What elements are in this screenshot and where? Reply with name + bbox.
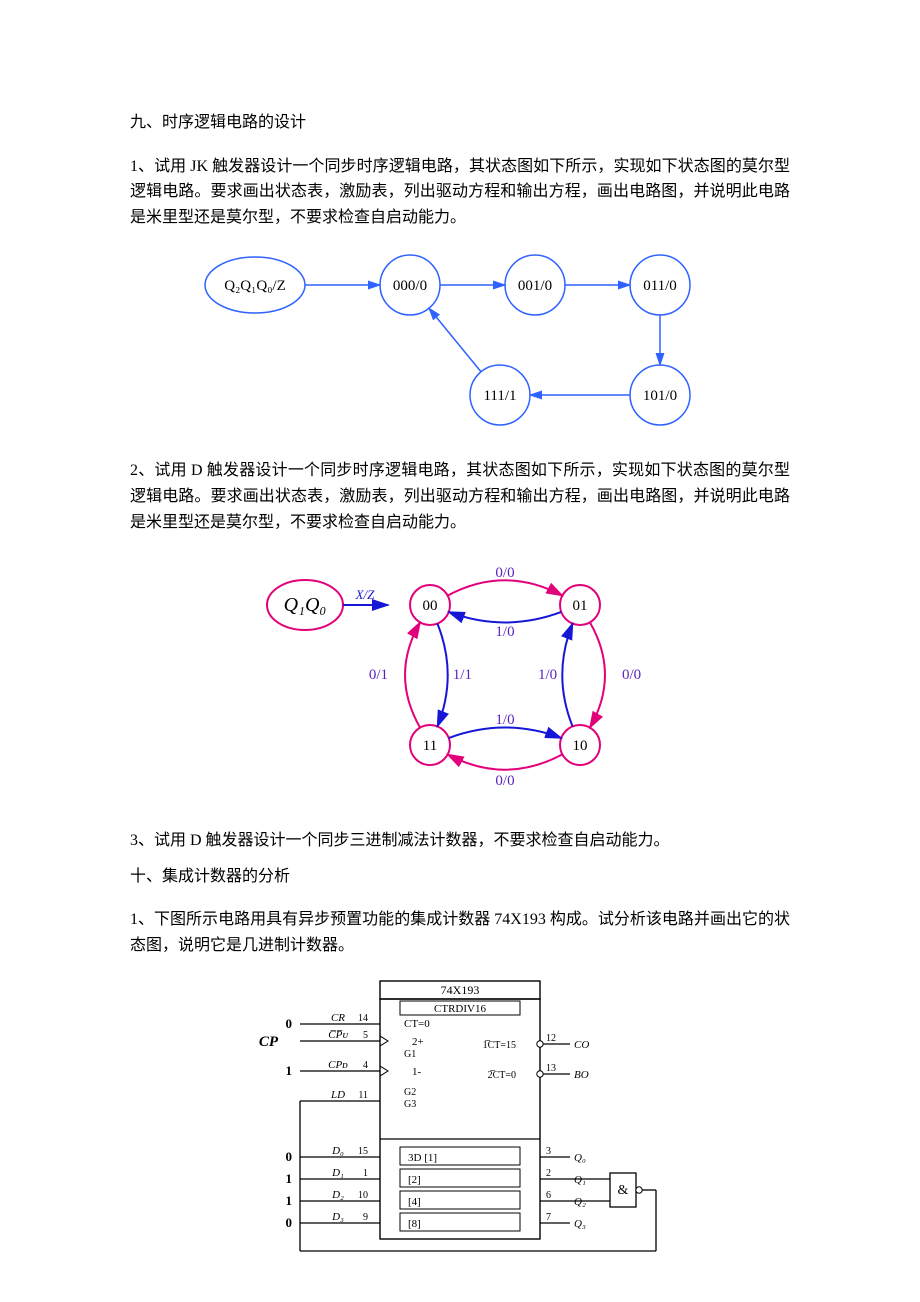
svg-text:[4]: [4] (408, 1196, 421, 1208)
svg-text:2̅CT=0: 2̅CT=0 (488, 1070, 516, 1081)
svg-text:D₁: D₁ (331, 1167, 344, 1179)
svg-text:D₃: D₃ (331, 1211, 344, 1223)
svg-text:000/0: 000/0 (393, 278, 427, 294)
svg-text:3: 3 (546, 1146, 551, 1157)
document-page: 九、时序逻辑电路的设计 1、试用 JK 触发器设计一个同步时序逻辑电路，其状态图… (0, 0, 920, 1302)
svg-text:111/1: 111/1 (483, 388, 516, 404)
svg-text:CTRDIV16: CTRDIV16 (434, 1003, 486, 1015)
svg-text:Q₀: Q₀ (574, 1152, 586, 1164)
svg-text:13: 13 (546, 1063, 556, 1074)
figure-3-ic-diagram: 74X193CTRDIV160CR14C̅P̅ᴜ51CPᴅ4LD11CPCT=0… (130, 969, 790, 1259)
svg-text:CR: CR (331, 1012, 345, 1024)
svg-text:Q₃: Q₃ (574, 1218, 586, 1230)
svg-text:011/0: 011/0 (643, 278, 677, 294)
svg-text:6: 6 (546, 1190, 551, 1201)
svg-text:0/0: 0/0 (622, 667, 641, 683)
svg-text:74X193: 74X193 (441, 983, 480, 997)
svg-text:CPᴅ: CPᴅ (328, 1059, 348, 1071)
svg-text:Q₁Q₀: Q₁Q₀ (284, 594, 327, 616)
svg-text:X/Z: X/Z (355, 587, 376, 602)
svg-text:Q₂Q₁Q₀/Z: Q₂Q₁Q₀/Z (224, 278, 286, 294)
svg-text:LD: LD (330, 1089, 345, 1101)
svg-text:0/0: 0/0 (495, 773, 514, 789)
svg-text:Q₂: Q₂ (574, 1196, 586, 1208)
svg-text:1/0: 1/0 (495, 712, 514, 728)
svg-text:2+: 2+ (412, 1036, 424, 1048)
svg-text:4: 4 (363, 1060, 368, 1071)
svg-text:1: 1 (286, 1171, 293, 1186)
svg-text:10: 10 (573, 738, 588, 754)
svg-text:1: 1 (363, 1168, 368, 1179)
svg-text:11: 11 (358, 1090, 368, 1101)
svg-text:D₂: D₂ (331, 1189, 344, 1201)
svg-text:5: 5 (363, 1030, 368, 1041)
svg-text:1: 1 (286, 1193, 293, 1208)
section-9-q1: 1、试用 JK 触发器设计一个同步时序逻辑电路，其状态图如下所示，实现如下状态图… (130, 154, 790, 231)
svg-text:Q₁: Q₁ (574, 1174, 586, 1186)
figure-1-state-diagram: Q₂Q₁Q₀/Z 000/0 001/0 011/0 101/0 111/1 (130, 240, 790, 440)
svg-text:G3: G3 (404, 1099, 416, 1110)
svg-text:BO: BO (574, 1069, 589, 1081)
svg-text:0: 0 (286, 1215, 293, 1230)
svg-text:1/0: 1/0 (495, 624, 514, 640)
svg-text:CO: CO (574, 1039, 589, 1051)
section-9-q2: 2、试用 D 触发器设计一个同步时序逻辑电路，其状态图如下所示，实现如下状态图的… (130, 458, 790, 535)
section-10-heading: 十、集成计数器的分析 (130, 864, 790, 890)
svg-text:101/0: 101/0 (643, 388, 677, 404)
svg-text:D₀: D₀ (331, 1145, 344, 1157)
svg-text:0/1: 0/1 (369, 667, 388, 683)
svg-text:1-: 1- (412, 1066, 422, 1078)
svg-text:0/0: 0/0 (495, 565, 514, 581)
svg-text:3D [1]: 3D [1] (408, 1152, 437, 1164)
svg-text:0: 0 (286, 1016, 293, 1031)
svg-text:2: 2 (546, 1168, 551, 1179)
section-10-q1: 1、下图所示电路用具有异步预置功能的集成计数器 74X193 构成。试分析该电路… (130, 907, 790, 958)
svg-text:G1: G1 (404, 1049, 416, 1060)
svg-text:1: 1 (286, 1063, 293, 1078)
svg-text:11: 11 (423, 738, 437, 754)
svg-text:9: 9 (363, 1212, 368, 1223)
svg-text:12: 12 (546, 1033, 556, 1044)
svg-text:001/0: 001/0 (518, 278, 552, 294)
figure-2-state-diagram: Q₁Q₀ X/Z 00 01 11 10 0/0 0/0 0/0 0/1 1/0 1/0 1/0 1/1 (130, 545, 790, 810)
svg-text:CT=0: CT=0 (404, 1018, 430, 1030)
svg-text:00: 00 (423, 598, 438, 614)
section-9-q3: 3、试用 D 触发器设计一个同步三进制减法计数器，不要求检查自启动能力。 (130, 828, 790, 854)
svg-text:CP: CP (259, 1034, 279, 1050)
svg-text:14: 14 (358, 1013, 368, 1024)
svg-text:C̅P̅ᴜ: C̅P̅ᴜ (328, 1029, 349, 1041)
section-9-heading: 九、时序逻辑电路的设计 (130, 110, 790, 136)
svg-text:[2]: [2] (408, 1174, 421, 1186)
svg-text:15: 15 (358, 1146, 368, 1157)
svg-text:&: & (618, 1183, 629, 1198)
svg-text:1/1: 1/1 (453, 667, 472, 683)
svg-text:[8]: [8] (408, 1218, 421, 1230)
svg-text:1̅CT=15: 1̅CT=15 (483, 1040, 516, 1051)
svg-text:0: 0 (286, 1149, 293, 1164)
svg-text:01: 01 (573, 598, 588, 614)
svg-text:10: 10 (358, 1190, 368, 1201)
svg-text:7: 7 (546, 1212, 551, 1223)
svg-text:G2: G2 (404, 1087, 416, 1098)
svg-text:1/0: 1/0 (538, 667, 557, 683)
